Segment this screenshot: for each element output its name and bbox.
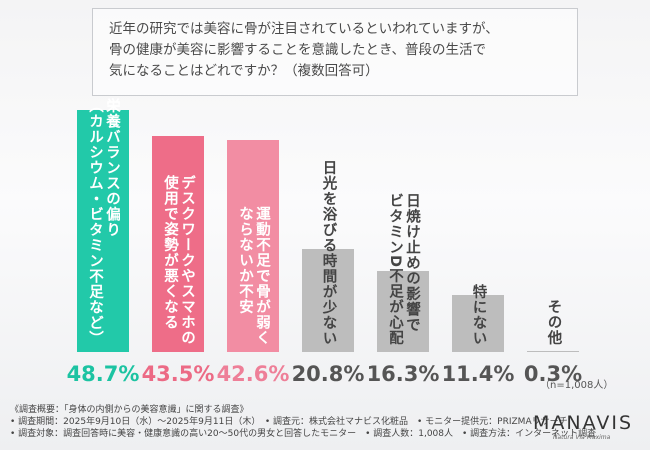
note-line: • 調査対象：調査回答時に美容・健康意識の高い20～50代の男女と回答したモニタ…: [10, 429, 597, 439]
bar-label: 運動不足で骨が弱く ならないか不安: [237, 206, 270, 346]
logo-tagline: Natura Via Maxima: [553, 434, 611, 441]
bar: [452, 295, 504, 352]
notes: 《調査概要：「身体の内側からの美容意識」に関する調査》 • 調査期間：2025年9…: [10, 404, 596, 440]
value-label: 48.7%: [66, 362, 140, 386]
sample-size: （n=1,008人）: [540, 380, 614, 391]
value-label: 20.8%: [291, 362, 365, 386]
title-line: 近年の研究では美容に骨が注目されているといわれていますが、: [109, 21, 499, 37]
value-label: 11.4%: [441, 362, 515, 386]
note-line: • 調査期間：2025年9月10日（水）～2025年9月11日（木） • 調査元…: [10, 417, 568, 427]
bar-label: 日焼け止めの影響で ビタミンD不足が心配: [387, 193, 420, 346]
value-label: 43.5%: [141, 362, 215, 386]
note-line: 《調査概要：「身体の内側からの美容意識」に関する調査》: [10, 405, 249, 415]
bar-label: 栄養バランスの偏り （カルシウム・ビタミン不足など）: [87, 98, 120, 346]
value-label: 16.3%: [366, 362, 440, 386]
bar: [227, 140, 279, 352]
bar-label: 特にない: [470, 284, 487, 346]
bar-label: その他: [545, 299, 562, 346]
question-box: 近年の研究では美容に骨が注目されているといわれていますが、 骨の健康が美容に影響す…: [92, 8, 578, 96]
value-label: 42.6%: [216, 362, 290, 386]
bar-label: 日光を浴びる時間が少ない: [320, 160, 337, 346]
bar: [527, 350, 579, 352]
title-line: 気になることはどれですか？（複数回答可）: [109, 63, 379, 79]
bar: [77, 110, 129, 352]
bar: [302, 248, 354, 352]
value-label: 0.3%: [523, 362, 583, 386]
bar: [377, 271, 429, 352]
bar: [152, 135, 204, 352]
bar-label: デスクワークやスマホの 使用で姿勢が悪くなる: [162, 175, 195, 346]
title-line: 骨の健康が美容に影響することを意識したとき、普段の生活で: [109, 42, 487, 58]
logo: MANAVIS: [533, 412, 634, 434]
